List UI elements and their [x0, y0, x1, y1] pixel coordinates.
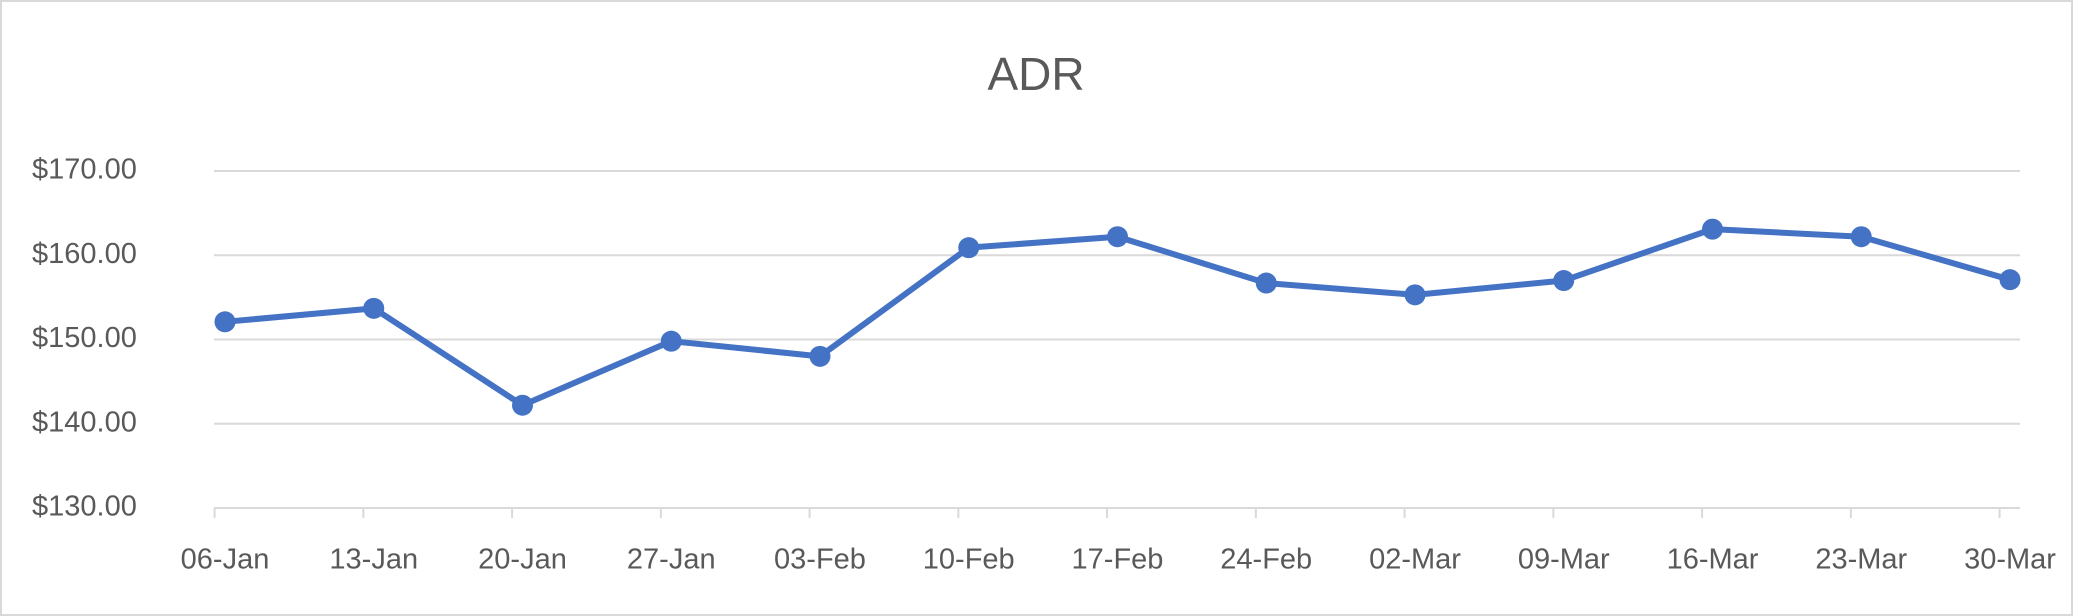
chart-title: ADR: [987, 48, 1084, 100]
data-point: [512, 394, 533, 416]
y-tick-label: $160.00: [32, 238, 137, 270]
data-point: [1999, 269, 2021, 291]
data-point: [1553, 270, 1575, 292]
x-tick-label: 09-Mar: [1518, 544, 1610, 576]
y-tick-label: $170.00: [32, 154, 137, 186]
data-point: [809, 345, 831, 367]
data-point: [1255, 272, 1277, 294]
x-tick-label: 02-Mar: [1369, 544, 1461, 576]
data-point: [1850, 226, 1872, 248]
data-point: [1404, 284, 1426, 306]
x-tick-label: 03-Feb: [774, 544, 866, 576]
data-point: [958, 237, 980, 259]
data-point: [1702, 218, 1723, 240]
y-tick-label: $140.00: [32, 406, 137, 438]
x-tick-label: 16-Mar: [1667, 544, 1759, 576]
x-tick-label: 10-Feb: [923, 544, 1015, 576]
x-tick-label: 06-Jan: [181, 544, 270, 576]
x-tick-label: 23-Mar: [1815, 544, 1907, 576]
data-point: [214, 311, 236, 333]
data-point: [1107, 226, 1128, 248]
data-point: [363, 297, 385, 319]
y-tick-label: $150.00: [32, 322, 137, 354]
data-point: [660, 330, 682, 352]
x-tick-label: 20-Jan: [478, 544, 567, 576]
x-tick-label: 27-Jan: [627, 544, 716, 576]
x-tick-label: 24-Feb: [1220, 544, 1312, 576]
x-tick-label: 30-Mar: [1964, 544, 2056, 576]
x-tick-label: 13-Jan: [329, 544, 418, 576]
y-tick-label: $130.00: [32, 491, 137, 523]
x-tick-label: 17-Feb: [1072, 544, 1164, 576]
